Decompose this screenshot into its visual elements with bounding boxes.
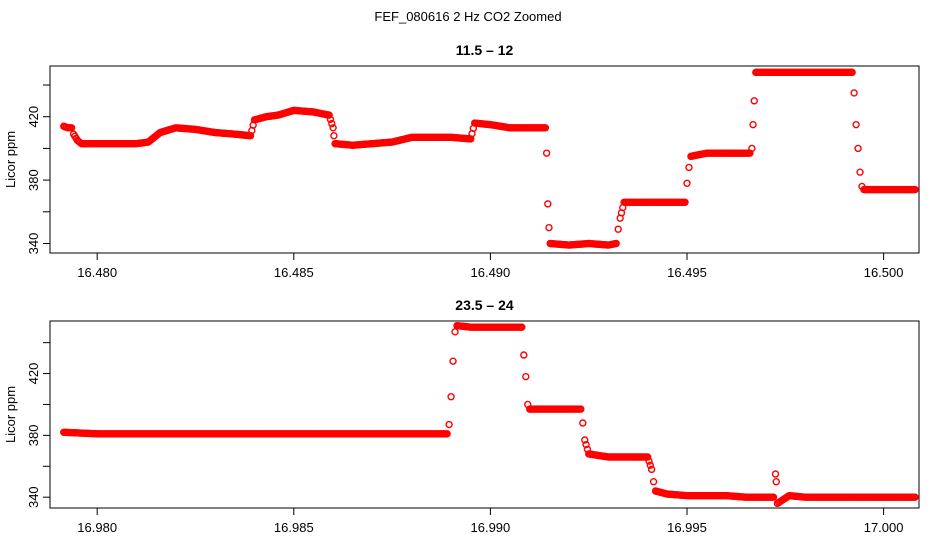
data-point (67, 124, 76, 132)
data-points (60, 321, 919, 508)
data-point (683, 179, 691, 187)
data-point (772, 478, 780, 486)
data-point (449, 357, 457, 365)
chart-panel-1: 11.5 – 12 Licor ppm 16.480 16.485 16.490 16.4… (3, 42, 920, 280)
x-tick-label: 17.000 (864, 520, 904, 535)
data-point (750, 97, 758, 105)
data-point (769, 493, 778, 501)
y-tick-label: 420 (26, 106, 41, 128)
data-point (856, 168, 864, 176)
data-point (330, 132, 338, 140)
y-tick-label: 340 (26, 233, 41, 255)
plot-frame (49, 65, 920, 254)
data-point (325, 111, 333, 119)
data-point (848, 68, 856, 77)
data-point (581, 436, 589, 444)
y-tick-label: 420 (26, 363, 41, 385)
y-tick-label: 380 (26, 425, 41, 447)
y-axis-label: Licor ppm (3, 131, 18, 188)
x-tick-label: 16.485 (274, 265, 314, 280)
x-tick-label: 16.980 (77, 520, 117, 535)
y-tick-label: 340 (26, 486, 41, 508)
panel-title: 11.5 – 12 (456, 42, 514, 58)
data-point (911, 185, 919, 194)
data-point (681, 198, 689, 206)
data-point (612, 239, 620, 248)
data-point (649, 478, 658, 486)
data-point (544, 200, 552, 208)
data-point (328, 119, 336, 128)
data-points (60, 68, 919, 249)
data-point (643, 453, 652, 461)
plot-frame (49, 320, 920, 509)
data-point (582, 440, 590, 449)
data-point (451, 328, 459, 336)
x-tick-label: 16.500 (864, 265, 904, 280)
data-point (685, 163, 693, 172)
data-point (749, 120, 757, 129)
data-point (579, 419, 587, 427)
data-point (645, 457, 653, 465)
data-point (445, 420, 453, 429)
data-point (647, 465, 656, 474)
data-point (911, 493, 919, 501)
x-tick-label: 16.480 (77, 265, 117, 280)
y-tick-label: 380 (26, 169, 41, 191)
data-point (520, 351, 528, 359)
data-point (542, 149, 551, 157)
x-tick-label: 16.495 (667, 265, 707, 280)
data-point (329, 124, 337, 132)
data-point (326, 115, 335, 124)
x-tick-label: 16.490 (471, 265, 511, 280)
data-point (850, 89, 858, 97)
data-point (447, 393, 455, 401)
data-point (518, 323, 526, 331)
y-axis-label: Licor ppm (3, 386, 18, 443)
data-point (852, 120, 860, 129)
data-point (646, 461, 654, 469)
data-point (771, 470, 780, 478)
data-point (541, 124, 550, 132)
x-tick-label: 16.995 (667, 520, 707, 535)
x-tick-label: 16.985 (274, 520, 314, 535)
data-point (545, 223, 553, 232)
page-title: FEF_080616 2 Hz CO2 Zoomed (374, 9, 562, 24)
data-point (614, 225, 622, 233)
data-point (748, 144, 756, 153)
data-point (522, 372, 530, 381)
data-point (443, 430, 451, 438)
data-point (854, 144, 862, 153)
x-tick-label: 16.990 (471, 520, 511, 535)
panel-title: 23.5 – 24 (455, 297, 514, 313)
data-point (577, 405, 585, 413)
chart-panel-2: 23.5 – 24 Licor ppm 16.980 16.985 16.990 16.9… (3, 297, 920, 535)
